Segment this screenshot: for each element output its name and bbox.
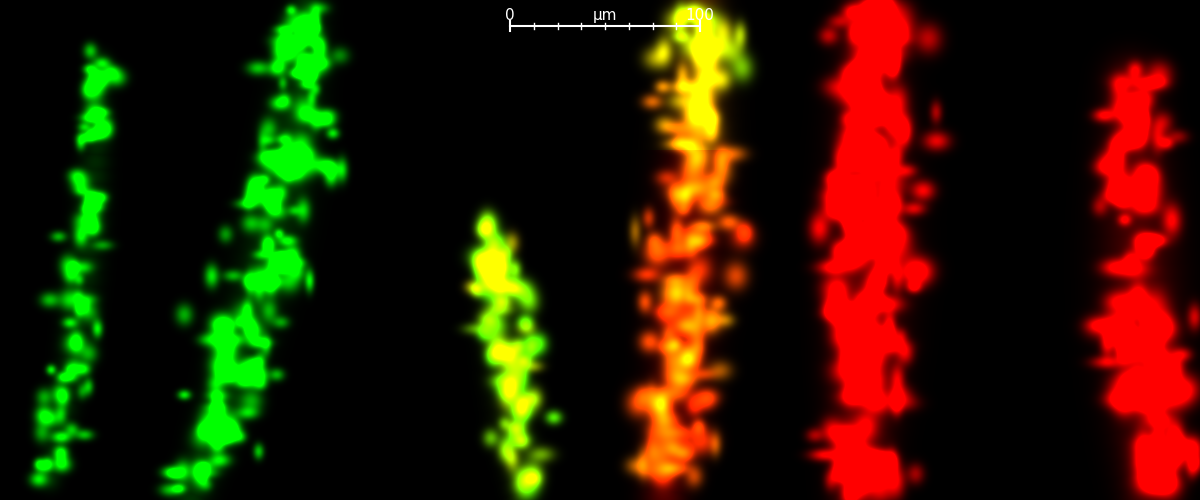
Text: 0: 0 xyxy=(505,8,515,23)
Text: μm: μm xyxy=(593,8,617,23)
Text: 100: 100 xyxy=(685,8,714,23)
